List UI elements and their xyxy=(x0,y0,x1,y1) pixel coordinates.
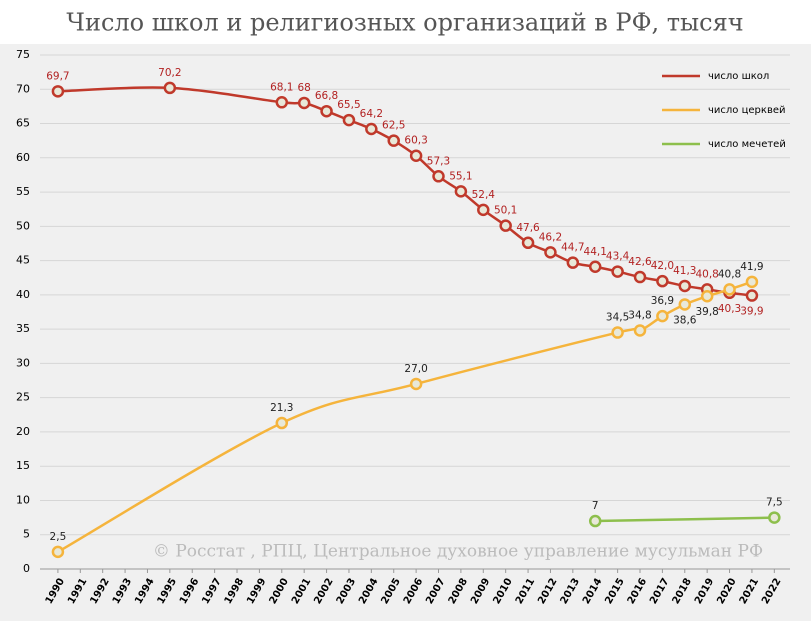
legend-label: число школ xyxy=(708,71,769,82)
data-label: 64,2 xyxy=(360,108,383,120)
y-tick-label: 65 xyxy=(16,117,30,130)
y-tick-label: 75 xyxy=(16,48,30,61)
point-marker xyxy=(544,246,557,259)
data-label: 68 xyxy=(297,82,310,94)
point-marker xyxy=(275,416,289,430)
data-label: 40,8 xyxy=(695,268,718,280)
y-tick-label: 60 xyxy=(16,151,30,164)
data-label: 39,8 xyxy=(695,306,718,318)
y-tick-label: 5 xyxy=(23,528,30,541)
data-label: 70,2 xyxy=(158,67,181,79)
data-label: 65,5 xyxy=(337,99,360,111)
data-label: 62,5 xyxy=(382,120,405,132)
data-label: 27,0 xyxy=(404,363,427,375)
point-marker xyxy=(51,545,65,559)
data-label: 57,3 xyxy=(427,155,450,167)
y-tick-label: 70 xyxy=(16,82,30,95)
point-marker xyxy=(633,324,647,337)
point-marker xyxy=(745,289,759,302)
point-marker xyxy=(51,85,65,98)
y-tick-label: 25 xyxy=(16,391,30,404)
y-tick-label: 35 xyxy=(16,322,30,335)
data-label: 40,8 xyxy=(718,268,741,280)
point-marker xyxy=(588,260,602,274)
y-tick-label: 10 xyxy=(16,493,30,506)
point-marker xyxy=(656,309,669,323)
point-marker xyxy=(611,265,624,278)
point-marker xyxy=(342,113,356,127)
point-marker xyxy=(723,283,736,296)
point-marker xyxy=(454,185,468,198)
point-marker xyxy=(566,256,580,269)
data-label: 7,5 xyxy=(766,497,783,509)
data-label: 7 xyxy=(592,500,599,512)
point-marker xyxy=(163,81,177,95)
data-label: 42,0 xyxy=(651,260,674,272)
data-label: 55,1 xyxy=(449,170,472,182)
point-marker xyxy=(409,149,423,162)
y-tick-label: 55 xyxy=(16,185,30,198)
data-label: 46,2 xyxy=(539,231,562,243)
data-label: 69,7 xyxy=(46,70,69,82)
point-marker xyxy=(320,104,333,118)
series-line xyxy=(595,516,775,523)
data-label: 40,3 xyxy=(718,303,741,315)
data-label: 34,5 xyxy=(606,312,629,324)
y-tick-label: 40 xyxy=(16,288,30,301)
data-label: 41,9 xyxy=(740,261,763,273)
data-label: 42,6 xyxy=(628,256,652,268)
point-marker xyxy=(275,96,289,109)
legend-label: число церквей xyxy=(708,105,786,116)
plot-background xyxy=(0,44,811,621)
data-label: 38,6 xyxy=(673,314,697,326)
y-tick-label: 20 xyxy=(16,425,30,438)
data-label: 41,3 xyxy=(673,265,696,277)
data-label: 60,3 xyxy=(404,135,427,147)
data-label: 34,8 xyxy=(628,310,651,322)
point-marker xyxy=(365,122,378,136)
point-marker xyxy=(432,170,445,183)
point-marker xyxy=(678,298,692,311)
y-tick-label: 50 xyxy=(16,219,30,232)
data-label: 47,6 xyxy=(516,222,540,234)
point-marker xyxy=(297,96,311,110)
y-tick-label: 45 xyxy=(16,254,30,267)
data-label: 52,4 xyxy=(472,189,496,201)
point-marker xyxy=(745,275,759,289)
point-marker xyxy=(656,274,669,288)
data-label: 44,7 xyxy=(561,242,584,254)
data-label: 43,4 xyxy=(606,251,630,263)
point-marker xyxy=(521,236,535,250)
point-marker xyxy=(633,270,647,284)
data-label: 44,1 xyxy=(584,246,607,258)
point-marker xyxy=(768,511,781,524)
y-tick-label: 30 xyxy=(16,356,30,369)
point-marker xyxy=(409,377,423,391)
legend-label: число мечетей xyxy=(708,139,786,150)
source-note: © Росстат , РПЦ, Центральное духовное уп… xyxy=(153,542,763,562)
data-label: 68,1 xyxy=(270,81,293,93)
point-marker xyxy=(588,514,602,528)
chart-title: Число школ и религиозных организаций в Р… xyxy=(66,9,743,37)
point-marker xyxy=(477,203,490,217)
point-marker xyxy=(678,279,692,293)
point-marker xyxy=(611,326,624,339)
point-marker xyxy=(387,134,400,147)
data-label: 39,9 xyxy=(740,306,763,318)
data-label: 66,8 xyxy=(315,90,338,102)
y-tick-label: 15 xyxy=(16,459,30,472)
data-label: 2,5 xyxy=(50,531,67,543)
y-tick-label: 0 xyxy=(23,562,30,575)
point-marker xyxy=(499,219,512,232)
data-label: 36,9 xyxy=(651,295,674,307)
data-label: 50,1 xyxy=(494,205,517,217)
point-marker xyxy=(700,289,714,303)
data-label: 21,3 xyxy=(270,402,293,414)
